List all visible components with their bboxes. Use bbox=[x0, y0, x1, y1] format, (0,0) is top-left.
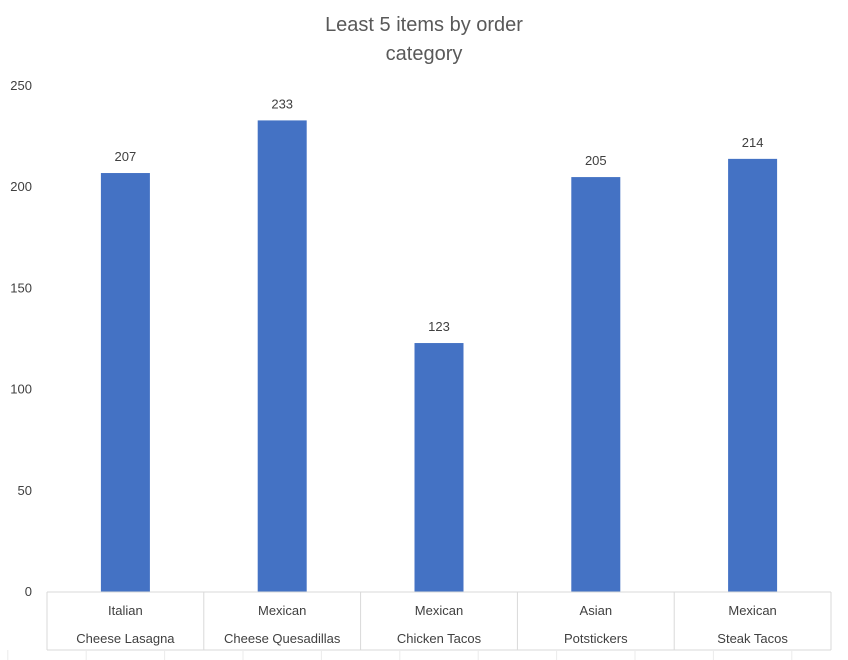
x-category-label: Cheese Lasagna bbox=[76, 631, 175, 646]
x-category-label: Cheese Quesadillas bbox=[224, 631, 341, 646]
data-labels: 207 233 123 205 214 bbox=[115, 96, 764, 334]
bar bbox=[100, 173, 150, 593]
y-tick-label: 0 bbox=[25, 584, 32, 599]
y-axis: 0 50 100 150 200 250 bbox=[10, 78, 32, 599]
x-category-label: Chicken Tacos bbox=[397, 631, 482, 646]
y-tick-label: 150 bbox=[10, 280, 32, 295]
bar bbox=[728, 158, 778, 592]
x-axis: Italian Cheese Lasagna Mexican Cheese Quesa… bbox=[7, 591, 832, 660]
data-label: 207 bbox=[115, 149, 137, 164]
chart-title: Least 5 items by order category bbox=[325, 14, 523, 65]
x-group-label: Mexican bbox=[728, 603, 776, 618]
bars bbox=[100, 120, 778, 593]
data-label: 233 bbox=[271, 96, 293, 111]
y-tick-label: 100 bbox=[10, 382, 32, 397]
data-label: 123 bbox=[428, 319, 450, 334]
chart-title-line-2: category bbox=[386, 43, 463, 65]
y-tick-label: 200 bbox=[10, 179, 32, 194]
chart-title-line-1: Least 5 items by order bbox=[325, 14, 523, 36]
bar bbox=[257, 120, 307, 593]
bar bbox=[571, 177, 621, 592]
data-label: 205 bbox=[585, 153, 607, 168]
y-tick-label: 50 bbox=[18, 483, 32, 498]
x-group-label: Asian bbox=[580, 603, 613, 618]
bar bbox=[414, 343, 464, 592]
x-group-label: Italian bbox=[108, 603, 143, 618]
x-group-label: Mexican bbox=[415, 603, 463, 618]
x-category-label: Potstickers bbox=[564, 631, 628, 646]
x-group-label: Mexican bbox=[258, 603, 306, 618]
data-label: 214 bbox=[742, 135, 764, 150]
x-category-label: Steak Tacos bbox=[717, 631, 788, 646]
y-tick-label: 250 bbox=[10, 78, 32, 93]
